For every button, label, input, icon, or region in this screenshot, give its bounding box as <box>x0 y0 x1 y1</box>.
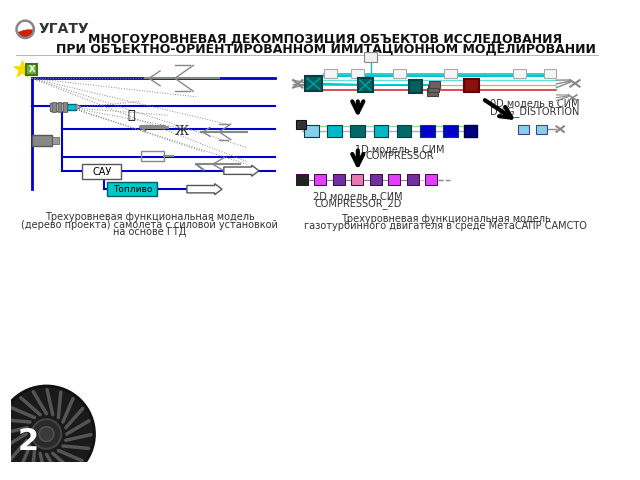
Bar <box>397 124 412 137</box>
Bar <box>518 124 529 134</box>
Bar <box>324 69 337 78</box>
Text: УГАТУ: УГАТУ <box>39 23 90 36</box>
Bar <box>408 80 422 93</box>
Bar <box>358 78 372 92</box>
Text: (дерево проекта) самолета с силовой установкой: (дерево проекта) самолета с силовой уста… <box>22 220 278 229</box>
Bar <box>407 174 419 185</box>
Bar <box>425 174 437 185</box>
Bar <box>305 76 322 91</box>
Bar <box>370 174 382 185</box>
Bar <box>296 174 308 185</box>
Text: МНОГОУРОВНЕВАЯ ДЕКОМПОЗИЦИЯ ОБЪЕКТОВ ИССЛЕДОВАНИЯ: МНОГОУРОВНЕВАЯ ДЕКОМПОЗИЦИЯ ОБЪЕКТОВ ИСС… <box>88 32 563 45</box>
Text: 🚗: 🚗 <box>128 109 135 122</box>
Text: САУ: САУ <box>92 167 111 177</box>
Bar <box>296 120 306 129</box>
Text: DVIG_DISTORTION: DVIG_DISTORTION <box>490 106 579 117</box>
FancyBboxPatch shape <box>108 182 157 196</box>
FancyArrow shape <box>224 165 259 176</box>
Bar <box>58 102 61 111</box>
Bar <box>393 69 406 78</box>
Text: 2: 2 <box>17 427 38 456</box>
Bar <box>351 69 364 78</box>
Bar <box>333 174 345 185</box>
Text: 1D модель в СИМ: 1D модель в СИМ <box>355 145 444 155</box>
Bar <box>364 52 377 61</box>
Text: Трехуровневая функциональная модель: Трехуровневая функциональная модель <box>45 212 255 222</box>
Text: Трехуровневая функциональная модель: Трехуровневая функциональная модель <box>340 214 550 224</box>
Bar <box>427 88 438 96</box>
Bar <box>50 103 67 111</box>
Bar <box>388 174 400 185</box>
Bar <box>351 124 365 137</box>
Circle shape <box>39 427 54 442</box>
Text: COMPRESSOR: COMPRESSOR <box>365 151 434 161</box>
Bar <box>304 124 319 137</box>
Wedge shape <box>19 29 33 37</box>
Bar <box>374 124 388 137</box>
Bar <box>444 69 457 78</box>
Bar <box>141 151 164 160</box>
Text: Топливо: Топливо <box>113 185 152 194</box>
Circle shape <box>0 386 95 480</box>
Text: ПРИ ОБЪЕКТНО-ОРИЕНТИРОВАННОМ ИМИТАЦИОННОМ МОДЕЛИРОВАНИИ: ПРИ ОБЪЕКТНО-ОРИЕНТИРОВАННОМ ИМИТАЦИОННО… <box>56 42 595 55</box>
FancyBboxPatch shape <box>83 164 122 179</box>
Bar <box>429 81 440 88</box>
Bar <box>67 104 76 110</box>
Bar <box>536 124 547 134</box>
Bar <box>513 69 526 78</box>
Bar <box>26 64 37 74</box>
FancyArrow shape <box>187 184 222 195</box>
Bar <box>351 174 364 185</box>
Bar <box>52 102 56 111</box>
Bar <box>420 124 435 137</box>
Circle shape <box>16 20 35 38</box>
Bar <box>428 85 439 92</box>
Bar <box>31 135 52 146</box>
Text: COMPRESSOR_2D: COMPRESSOR_2D <box>314 198 401 209</box>
Bar <box>327 124 342 137</box>
Wedge shape <box>18 22 33 32</box>
Polygon shape <box>76 104 81 110</box>
Bar <box>314 174 326 185</box>
Circle shape <box>31 419 61 449</box>
Bar <box>464 124 477 137</box>
Text: 0D модель в СИМ: 0D модель в СИМ <box>490 98 579 108</box>
Bar <box>52 136 60 144</box>
Text: газотурбинного двигателя в среде МетаСАПР САМСТО: газотурбинного двигателя в среде МетаСАП… <box>304 221 587 230</box>
Text: Ж: Ж <box>175 125 189 138</box>
Bar <box>443 124 458 137</box>
Text: 2D модель в СИМ: 2D модель в СИМ <box>313 192 403 202</box>
Bar <box>63 102 67 111</box>
Bar <box>464 79 479 92</box>
Point <box>17 65 28 73</box>
Bar <box>543 69 556 78</box>
Text: на основе ГТД: на основе ГТД <box>113 227 187 237</box>
Text: X: X <box>28 65 35 74</box>
